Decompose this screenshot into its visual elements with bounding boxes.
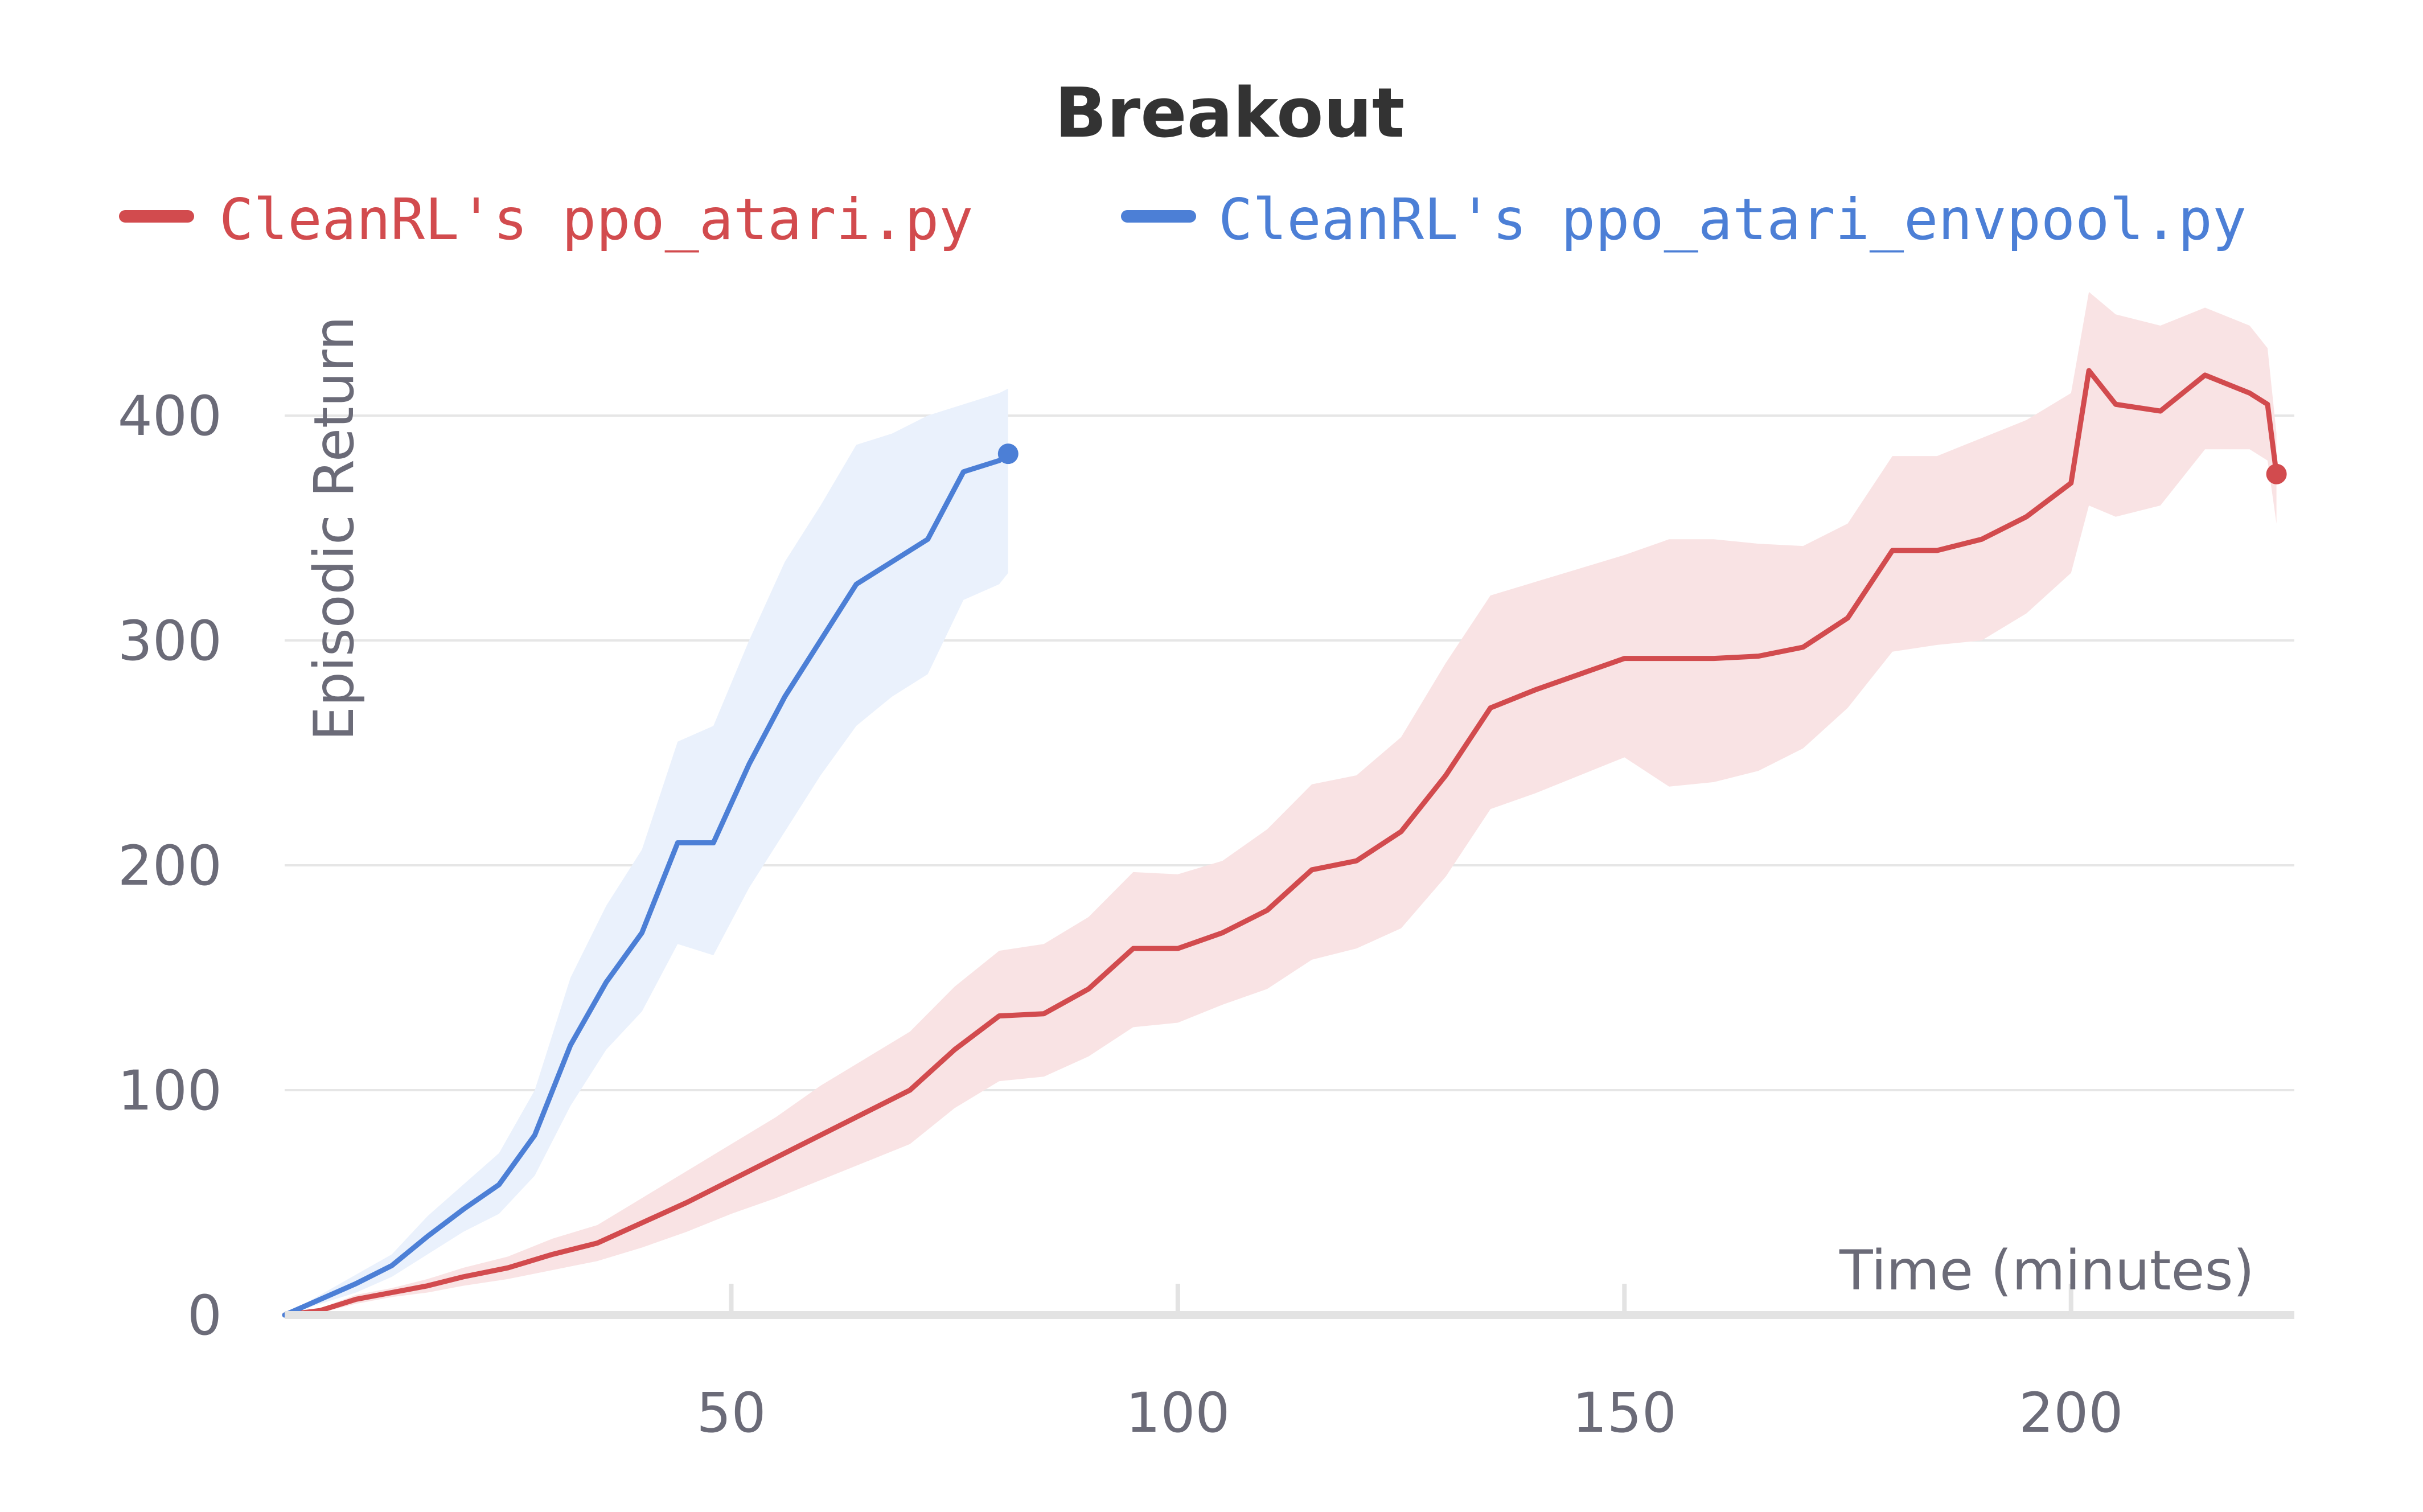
- y-tick-label-100: 100: [118, 1059, 222, 1123]
- band-series-1: [285, 388, 1008, 1315]
- legend-label-ppo-atari-envpool: CleanRL's ppo_atari_envpool.py: [1218, 186, 2247, 253]
- x-tick-label-150: 150: [1572, 1381, 1677, 1445]
- x-axis-label: Time (minutes): [1839, 1239, 2254, 1303]
- y-tick-label-200: 200: [118, 834, 222, 898]
- series-lines: [282, 368, 2280, 1318]
- endpoint-series-1: [997, 443, 1019, 465]
- x-tick-label-100: 100: [1126, 1381, 1230, 1445]
- axes: 0 100 200 300 400 50 100 150 200: [118, 384, 2294, 1445]
- band-series-0: [285, 291, 2277, 1315]
- y-axis-label: Episodic Return: [302, 316, 366, 741]
- series-endpoints: [997, 443, 2287, 484]
- x-tick-label-50: 50: [696, 1381, 766, 1445]
- line-series-0: [282, 368, 2280, 1318]
- y-tick-label-0: 0: [187, 1284, 222, 1347]
- confidence-bands: [285, 291, 2277, 1315]
- y-tick-label-300: 300: [118, 609, 222, 673]
- x-tick-label-200: 200: [2019, 1381, 2123, 1445]
- y-tick-label-400: 400: [118, 384, 222, 448]
- chart-title: Breakout: [1055, 74, 1405, 153]
- grid-lines: [285, 414, 2294, 1091]
- line-series-1: [282, 451, 1011, 1318]
- legend-label-ppo-atari: CleanRL's ppo_atari.py: [219, 186, 974, 253]
- endpoint-series-0: [2266, 463, 2287, 484]
- legend: CleanRL's ppo_atari.py CleanRL's ppo_ata…: [119, 186, 2247, 253]
